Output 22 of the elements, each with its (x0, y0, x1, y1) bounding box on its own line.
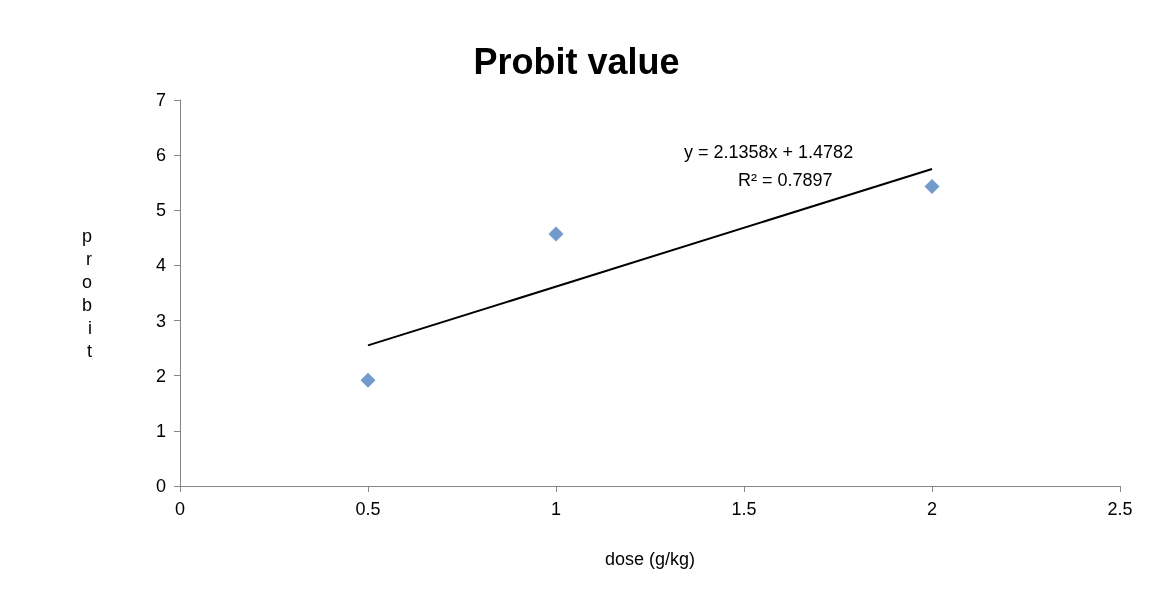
y-tick-label: 3 (155, 310, 166, 331)
x-axis-title: dose (g/kg) (604, 549, 696, 569)
point (924, 179, 940, 195)
x-tick-label: 0.5 (355, 499, 381, 519)
y-axis-title: probit (81, 225, 92, 361)
x-tick-label: 2.5 (1107, 499, 1133, 519)
point (548, 226, 564, 242)
x-tick-label: 2 (926, 499, 938, 519)
x-tick-label: 1.5 (731, 499, 757, 519)
y-tick-label: 2 (155, 365, 166, 386)
y-tick-label: 6 (155, 145, 166, 166)
y-tick-label: 7 (155, 90, 166, 110)
point (360, 372, 376, 388)
annotation: R² = 0.7897 (738, 170, 833, 190)
chart-title: Probit value (473, 40, 680, 82)
y-tick-label: 5 (155, 200, 166, 221)
y-tick-label: 1 (155, 420, 166, 441)
x-tick-label: 0 (174, 499, 186, 519)
y-tick-label: 4 (155, 255, 166, 276)
y-tick-label: 0 (155, 476, 166, 496)
annotation: y = 2.1358x + 1.4782 (684, 142, 854, 162)
x-tick-label: 1 (550, 499, 562, 519)
